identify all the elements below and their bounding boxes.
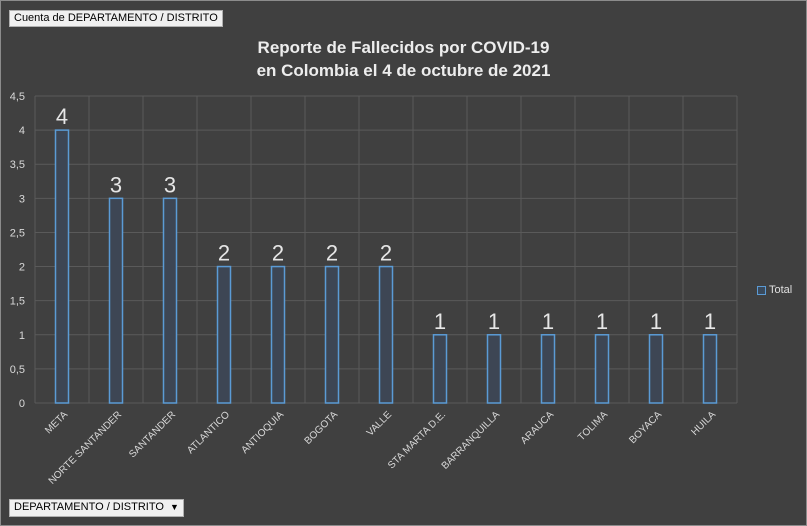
data-label: 3: [110, 172, 122, 197]
y-tick-label: 1,5: [10, 296, 25, 308]
data-label: 1: [542, 309, 554, 334]
bar: [54, 129, 70, 404]
y-tick-label: 2: [19, 262, 25, 274]
bar: [378, 265, 394, 404]
data-label: 1: [488, 309, 500, 334]
data-label: 2: [218, 241, 230, 266]
x-tick-label: TOLIMA: [576, 409, 610, 443]
x-tick-label: BOYACA: [627, 409, 664, 446]
values-field-button[interactable]: Cuenta de DEPARTAMENTO / DISTRITO: [9, 10, 223, 27]
data-label: 2: [326, 241, 338, 266]
bar: [108, 197, 124, 404]
legend: Total: [757, 284, 792, 296]
y-tick-label: 3: [19, 193, 25, 205]
legend-swatch: [757, 285, 766, 295]
x-tick-label: SANTANDER: [127, 409, 178, 460]
bar: [486, 334, 502, 404]
legend-label: Total: [769, 284, 793, 296]
x-tick-label: VALLE: [365, 409, 395, 439]
x-tick-label: STA MARTA D.E.: [386, 409, 448, 471]
x-tick-label: BARRANQUILLA: [440, 409, 503, 472]
chart-subtitle: en Colombia el 4 de octubre de 2021: [256, 61, 551, 80]
x-tick-label: ANTIOQUIA: [239, 409, 286, 456]
data-label: 1: [650, 309, 662, 334]
y-tick-label: 2,5: [10, 227, 25, 239]
bar: [270, 265, 286, 404]
dropdown-arrow-icon: ▼: [169, 502, 179, 512]
bar: [702, 334, 718, 404]
bar: [594, 334, 610, 404]
data-label: 1: [434, 309, 446, 334]
y-tick-label: 1: [19, 330, 25, 342]
x-tick-label: HUILA: [690, 409, 719, 438]
x-tick-label: META: [43, 409, 70, 436]
y-tick-label: 0: [19, 398, 25, 410]
x-tick-label: ARAUCA: [519, 409, 556, 446]
x-tick-label: BOGOTA: [303, 409, 341, 447]
data-label: 2: [380, 241, 392, 266]
bar: [162, 197, 178, 404]
bar: [432, 334, 448, 404]
data-label: 1: [596, 309, 608, 334]
data-label: 1: [704, 309, 716, 334]
values-field-label: Cuenta de DEPARTAMENTO / DISTRITO: [14, 12, 218, 24]
y-tick-label: 3,5: [10, 159, 25, 171]
data-label: 2: [272, 241, 284, 266]
y-tick-label: 4,5: [10, 91, 25, 103]
data-label: 4: [56, 104, 68, 129]
bar: [540, 334, 556, 404]
chart-title: Reporte de Fallecidos por COVID-19: [257, 38, 550, 57]
y-tick-label: 0,5: [10, 364, 25, 376]
data-label: 3: [164, 172, 176, 197]
axis-field-dropdown[interactable]: DEPARTAMENTO / DISTRITO ▼: [9, 499, 184, 517]
y-tick-label: 4: [19, 125, 25, 137]
bar: [216, 265, 232, 404]
x-tick-label: ATLANTICO: [185, 409, 232, 456]
bar: [324, 265, 340, 404]
axis-field-label: DEPARTAMENTO / DISTRITO: [14, 501, 164, 513]
bar: [648, 334, 664, 404]
